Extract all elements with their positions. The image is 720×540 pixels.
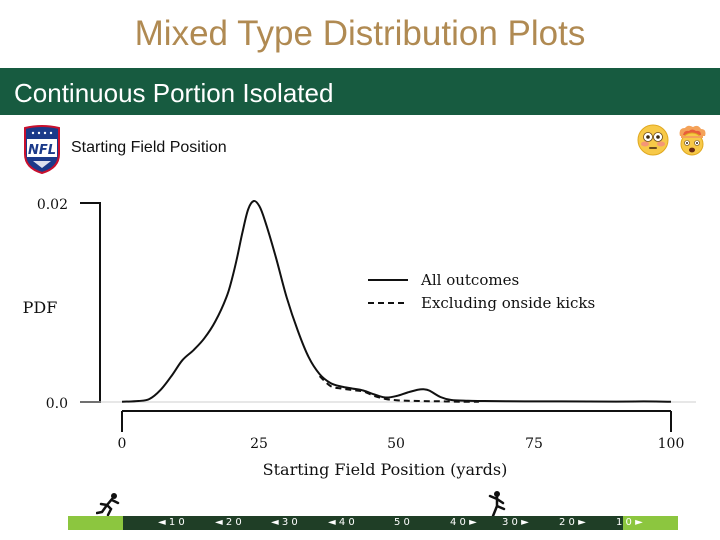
y-axis-label: PDF (23, 298, 58, 317)
field-endzone-left (68, 516, 123, 530)
x-tick-label-100: 100 (658, 436, 685, 452)
nfl-logo-icon: NFL (24, 125, 60, 174)
chart-heading: Starting Field Position (71, 139, 227, 156)
x-tick-label-25: 25 (250, 436, 268, 452)
x-tick-label-0: 0 (118, 436, 127, 452)
slide-title: Mixed Type Distribution Plots (134, 14, 586, 53)
section-banner: Continuous Portion Isolated (0, 68, 720, 115)
banner-text: Continuous Portion Isolated (14, 78, 334, 108)
yard-label: ◄ 2 0 (215, 517, 242, 528)
kicker-icon (488, 491, 506, 518)
exploding-head-icon (679, 125, 706, 156)
flushed-face-icon (637, 124, 669, 156)
x-tick-label-75: 75 (525, 436, 543, 452)
y-tick-label-bottom: 0.0 (46, 396, 68, 412)
series-line-all-outcomes (121, 199, 672, 403)
yard-label: ◄ 1 0 (158, 517, 185, 528)
legend-label-all-outcomes: All outcomes (420, 271, 519, 289)
pdf-chart: 0.02 0.0 PDF 0 25 50 75 100 Starting Fie… (23, 197, 696, 479)
legend: All outcomes Excluding onside kicks (368, 271, 595, 312)
football-field-strip: ◄ 1 0 ◄ 2 0 ◄ 3 0 ◄ 4 0 5 0 4 0 ► 3 0 ► … (68, 516, 678, 530)
kickoff-runner-icon (96, 493, 120, 516)
yard-label: 5 0 (394, 517, 410, 528)
yard-label: 3 0 ► (502, 517, 529, 528)
field-endzone-right (623, 516, 678, 530)
series-line-excluding-onside (318, 375, 479, 403)
x-axis-label: Starting Field Position (yards) (263, 460, 508, 479)
yard-label: ◄ 4 0 (328, 517, 355, 528)
y-tick-label-top: 0.02 (37, 197, 68, 213)
svg-text:NFL: NFL (28, 143, 56, 158)
yard-label: 2 0 ► (559, 517, 586, 528)
legend-label-excluding-onside: Excluding onside kicks (421, 294, 595, 312)
x-tick-label-50: 50 (387, 436, 405, 452)
yard-label: 1 0 ► (616, 517, 643, 528)
yard-label: 4 0 ► (450, 517, 477, 528)
yard-label: ◄ 3 0 (271, 517, 298, 528)
